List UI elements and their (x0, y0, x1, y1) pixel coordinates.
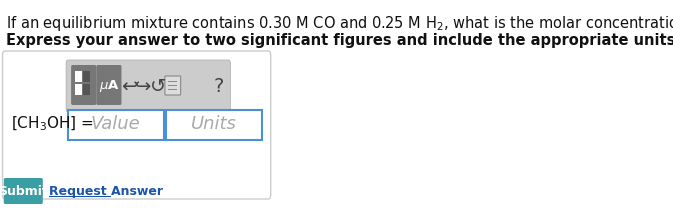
Text: $\mu$A: $\mu$A (98, 78, 119, 94)
Text: [CH$_3$OH] =: [CH$_3$OH] = (11, 115, 94, 133)
Text: Submit: Submit (0, 185, 48, 198)
Text: ?: ? (214, 77, 224, 95)
Text: Express your answer to two significant figures and include the appropriate units: Express your answer to two significant f… (6, 33, 673, 48)
Text: If an equilibrium mixture contains 0.30 M CO and 0.25 M H$_2$, what is the molar: If an equilibrium mixture contains 0.30 … (6, 14, 673, 33)
FancyBboxPatch shape (71, 65, 96, 105)
FancyBboxPatch shape (96, 65, 122, 105)
Bar (166, 110, 262, 140)
Bar (75, 84, 82, 95)
FancyBboxPatch shape (165, 76, 180, 95)
Bar (68, 110, 164, 140)
Text: ↺: ↺ (150, 77, 166, 95)
Bar (83, 84, 90, 95)
FancyBboxPatch shape (3, 51, 271, 199)
Text: Units: Units (191, 115, 237, 133)
Text: ↪: ↪ (135, 77, 151, 95)
Bar (75, 71, 82, 82)
FancyBboxPatch shape (66, 60, 230, 112)
Text: Value: Value (91, 115, 141, 133)
Text: Request Answer: Request Answer (49, 185, 163, 198)
Bar (83, 71, 90, 82)
Text: ↩: ↩ (121, 77, 137, 95)
FancyBboxPatch shape (4, 178, 43, 204)
